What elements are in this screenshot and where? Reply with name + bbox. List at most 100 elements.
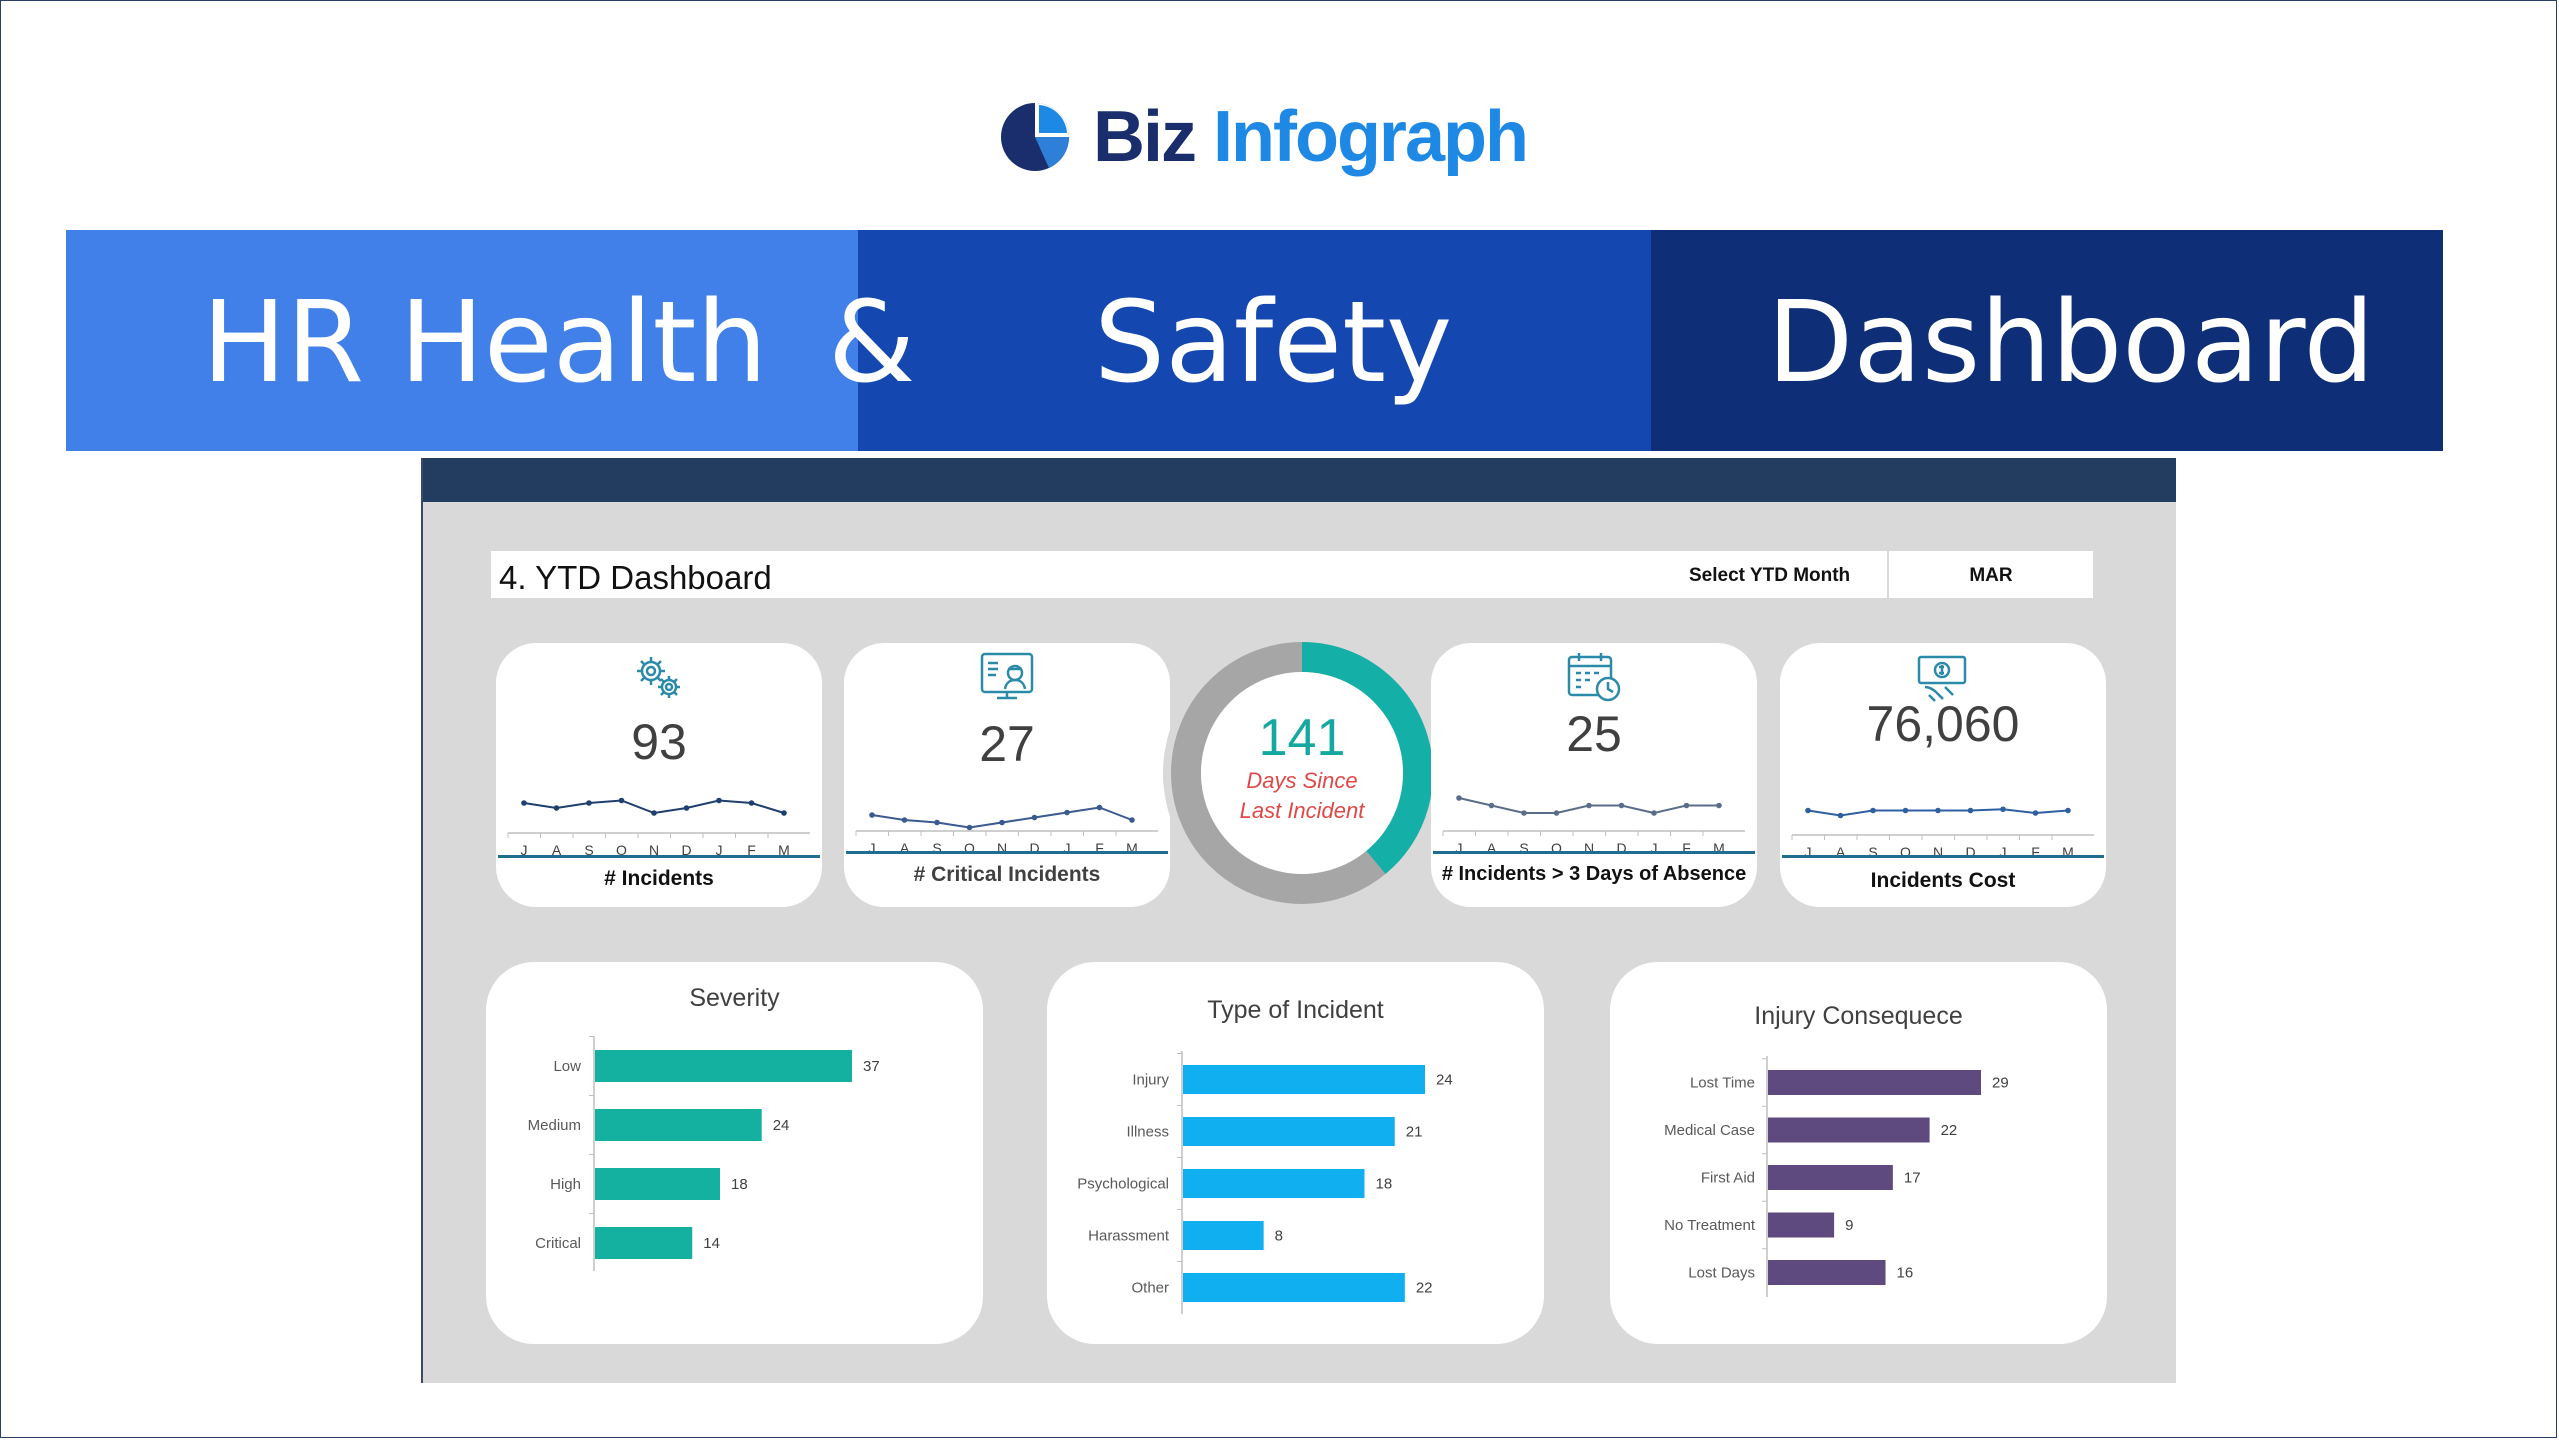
bar [1183, 1065, 1425, 1094]
sparkline-point [618, 797, 625, 804]
sparkline-month-label: N [1584, 840, 1594, 856]
type-of-incident-bar-chart: Injury 24 Illness 21 Psychological 18 Harassme… [1077, 1051, 1453, 1314]
severity-chart-card: Severity Low 37 Medium 24 High 18 Critical 14 [486, 962, 983, 1344]
bar [1768, 1165, 1893, 1190]
banner-word-ampersand: & [828, 278, 916, 408]
category-label: Illness [1126, 1124, 1169, 1141]
sparkline-point [901, 817, 908, 823]
kpi-divider [498, 855, 820, 858]
sparkline-point [1805, 807, 1811, 814]
sparkline-point [934, 819, 940, 826]
kpi-label: # Incidents > 3 Days of Absence [1441, 863, 1747, 885]
sparkline-point [1521, 810, 1527, 816]
sparkline-point [966, 824, 973, 831]
ytd-month-value: MAR [1969, 565, 2013, 586]
sparkline-month-label: S [1868, 844, 1877, 860]
sparkline-month-label: N [1933, 844, 1943, 860]
type-of-incident-chart-card: Type of Incident Injury 24 Illness 21 Psycho… [1047, 962, 1544, 1344]
bar [1183, 1169, 1365, 1198]
sparkline-month-label: J [869, 840, 876, 856]
data-label: 8 [1275, 1228, 1283, 1245]
data-label: 9 [1845, 1217, 1853, 1234]
kpi-value: 93 [631, 714, 687, 770]
banner-segment-3: Dashboard [1651, 230, 2443, 451]
kpi-card-incidents: 93 J A S O N D J F M # Incidents [496, 643, 822, 907]
sparkline-point [2000, 806, 2006, 813]
sparkline-point [1553, 810, 1560, 816]
sparkline-point [1935, 807, 1941, 814]
sparkline-month-label: O [1551, 840, 1562, 856]
bar [595, 1109, 762, 1141]
sparkline-month-label: N [997, 840, 1007, 856]
bar [595, 1168, 721, 1200]
sparkline-point [651, 810, 657, 816]
sparkline-month-label: M [2062, 844, 2074, 860]
sparkline-point [553, 805, 560, 811]
category-label: Lost Days [1688, 1265, 1755, 1282]
category-label: Critical [535, 1235, 581, 1252]
sparkline-point [521, 800, 527, 806]
sparkline-point [716, 797, 722, 804]
sparkline-month-label: J [521, 842, 528, 858]
sparkline-month-label: N [649, 842, 659, 858]
bar [1183, 1117, 1395, 1146]
banner-word-dashboard: Dashboard [1767, 278, 2375, 408]
ytd-month-label: Select YTD Month [1689, 565, 1851, 586]
ytd-month-select[interactable]: MAR [1887, 551, 2093, 598]
sparkline-month-label: A [552, 842, 562, 858]
donut-ring [1171, 642, 1433, 904]
sparkline-month-label: F [1682, 840, 1691, 856]
data-label: 22 [1416, 1280, 1433, 1297]
sparkline-point [1586, 802, 1592, 809]
bar [1768, 1260, 1886, 1285]
dashboard-title-bar: 4. YTD Dashboard Select YTD Month MAR [491, 551, 2093, 598]
sparkline-month-label: J [1805, 844, 1812, 860]
dashboard-header-strip [423, 458, 2176, 502]
sparkline-month-label: J [1651, 840, 1658, 856]
sparkline-point [1967, 807, 1974, 814]
dashboard-panel: 4. YTD Dashboard Select YTD Month MAR 93… [421, 458, 2176, 1383]
sparkline-month-label: J [716, 842, 723, 858]
donut-label-line1: Days Since [1246, 768, 1358, 793]
sparkline-point [1902, 807, 1909, 814]
chart-title: Severity [689, 984, 780, 1012]
sparkline-month-label: D [681, 842, 691, 858]
kpi-divider [1782, 855, 2104, 858]
category-label: Medical Case [1664, 1122, 1755, 1139]
data-label: 24 [773, 1117, 790, 1134]
sparkline-month-label: A [1836, 844, 1846, 860]
sparkline-month-label: M [1126, 840, 1138, 856]
sparkline-point [1837, 812, 1844, 819]
sparkline-point [586, 800, 592, 806]
sparkline-month-label: M [1713, 840, 1725, 856]
sparkline-point [1031, 814, 1038, 821]
gears-icon [637, 657, 680, 698]
kpi-value: 76,060 [1866, 696, 2020, 752]
kpi-value: 27 [979, 716, 1035, 772]
kpi-card-incidents-absence: 25 J A S O N D J F M # Incidents > 3 Days of Abs… [1431, 643, 1757, 907]
title-banner: HR Health & Safety Dashboard [66, 230, 2443, 451]
sparkline-month-label: S [1519, 840, 1528, 856]
category-label: Harassment [1088, 1228, 1170, 1245]
category-label: Medium [528, 1117, 581, 1134]
data-label: 22 [1941, 1122, 1958, 1139]
sparkline-point [2065, 807, 2071, 814]
chart-title: Injury Consequece [1754, 1002, 1963, 1030]
kpi-divider [846, 851, 1168, 854]
sparkline-month-label: O [964, 840, 975, 856]
category-label: No Treatment [1664, 1217, 1756, 1234]
days-since-last-incident-donut: 141 Days Since Last Incident [1163, 634, 1441, 912]
category-label: First Aid [1701, 1170, 1755, 1187]
sparkline-month-label: F [1095, 840, 1104, 856]
sparkline-point [1683, 802, 1690, 809]
data-label: 17 [1904, 1170, 1921, 1187]
bar [1183, 1221, 1264, 1250]
sparkline-point [869, 812, 875, 818]
page-title: 4. YTD Dashboard [499, 559, 772, 596]
sparkline-point [1716, 802, 1722, 809]
category-label: Psychological [1077, 1176, 1169, 1193]
banner-word-safety: Safety [1094, 278, 1453, 408]
bar [595, 1227, 693, 1259]
